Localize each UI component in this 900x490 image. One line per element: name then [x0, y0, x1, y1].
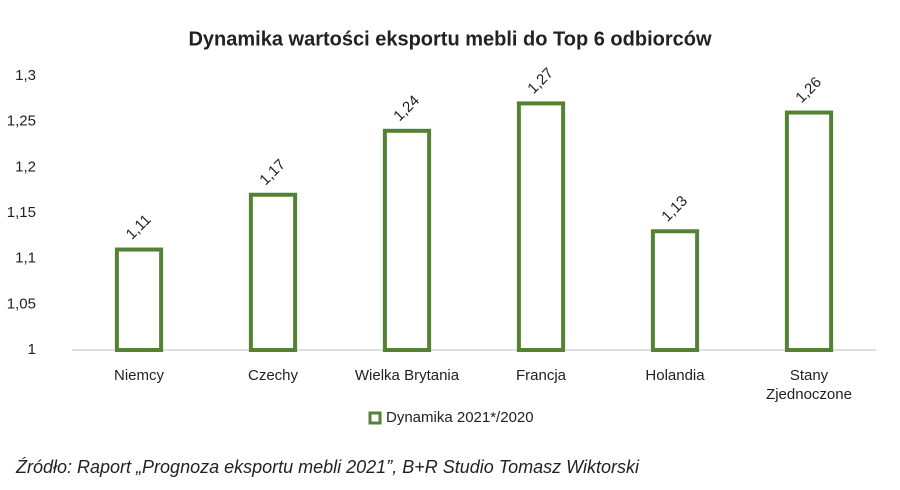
y-tick-label: 1	[28, 341, 36, 358]
y-tick-label: 1,2	[15, 158, 36, 175]
data-label: 1,26	[792, 74, 825, 107]
x-tick-label: Francja	[515, 367, 567, 384]
x-tick-label: Stany Zjednoczone	[766, 367, 852, 403]
source-note: Źródło: Raport „Prognoza eksportu mebli …	[15, 457, 640, 477]
y-tick-label: 1,15	[7, 204, 36, 221]
chart-title: Dynamika wartości eksportu mebli do Top …	[188, 28, 712, 50]
data-label: 1,11	[123, 211, 155, 243]
data-label: 1,27	[524, 65, 557, 98]
x-tick-label: Holandia	[645, 367, 705, 384]
bar	[248, 192, 298, 352]
legend-marker	[368, 411, 382, 425]
data-label: 1,17	[256, 156, 289, 189]
x-tick-label: Czechy	[247, 367, 299, 384]
y-tick-label: 1,3	[15, 67, 36, 84]
x-tick-label: Niemcy	[113, 367, 164, 384]
bar	[516, 101, 566, 353]
bar	[650, 229, 700, 352]
legend-label: Dynamika 2021*/2020	[386, 409, 534, 426]
y-tick-label: 1,25	[7, 113, 36, 130]
data-label: 1,13	[658, 193, 691, 226]
y-tick-label: 1,05	[7, 295, 36, 312]
y-tick-label: 1,1	[15, 250, 36, 267]
bar	[784, 110, 834, 352]
bar	[114, 247, 164, 353]
bar	[382, 128, 432, 352]
data-label: 1,24	[390, 92, 423, 125]
x-tick-label: Wielka Brytania	[354, 367, 460, 384]
